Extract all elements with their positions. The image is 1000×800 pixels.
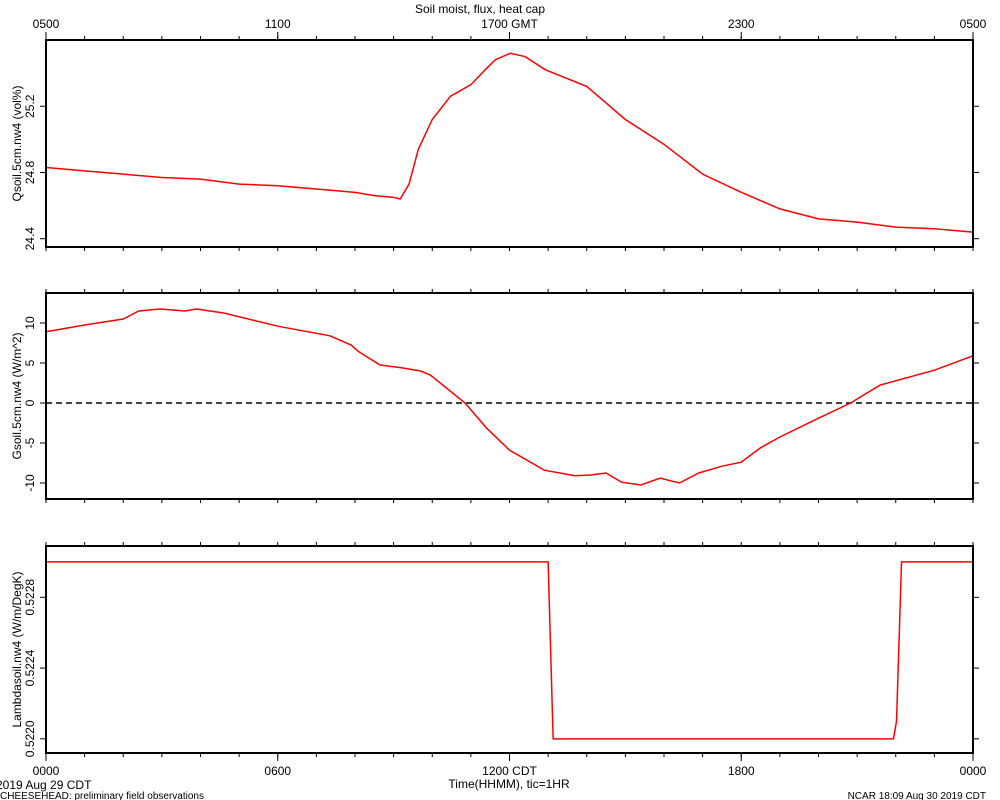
y-tick-label: 24.8 — [23, 160, 37, 184]
y-tick-label: -5 — [23, 437, 37, 448]
y-tick-label: 5 — [23, 359, 37, 366]
footer-right: NCAR 18:09 Aug 30 2019 CDT — [848, 791, 986, 800]
y-tick-label: -10 — [23, 474, 37, 492]
x-tick-label: 0600 — [264, 764, 291, 778]
y-tick-label: 24.4 — [23, 227, 37, 251]
x-axis-label: Time(HHMM), tic=1HR — [448, 777, 570, 791]
y-axis-label: Gsoil.5cm.nw4 (W/m^2) — [10, 333, 24, 460]
y-tick-label: 0 — [23, 399, 37, 406]
data-line — [46, 561, 973, 740]
y-tick-label: 10 — [23, 316, 37, 330]
y-axis-label: Qsoil.5cm.nw4 (vol%) — [10, 85, 24, 201]
top-x-tick-label: 1100 — [265, 17, 291, 31]
chart-title: Soil moist, flux, heat cap — [415, 2, 545, 16]
x-tick-label: 1800 — [728, 764, 755, 778]
x-tick-label: 0000 — [33, 764, 60, 778]
plot-frame — [45, 545, 974, 754]
data-line — [45, 52, 974, 233]
y-tick-label: 0.5220 — [23, 720, 37, 757]
top-x-tick-label: 2300 — [728, 17, 755, 31]
x-tick-label: 1200 CDT — [482, 764, 537, 778]
footer-left: CHEESEHEAD: preliminary field observatio… — [0, 791, 204, 800]
plot-frame — [45, 39, 974, 248]
top-x-tick-label: 0500 — [33, 17, 60, 31]
date-label: 2019 Aug 29 CDT — [0, 778, 92, 792]
data-line — [45, 308, 974, 486]
top-x-tick-label: 1700 GMT — [481, 17, 538, 31]
plot-frame — [45, 292, 974, 500]
top-x-tick-label: 0500 — [960, 17, 987, 31]
y-tick-label: 0.5224 — [23, 649, 37, 686]
x-tick-label: 0000 — [960, 764, 987, 778]
y-axis-label: Lambdasoil.nw4 (W/m/DegK) — [10, 571, 24, 727]
y-tick-label: 25.2 — [23, 94, 37, 118]
y-tick-label: 0.5228 — [23, 579, 37, 616]
